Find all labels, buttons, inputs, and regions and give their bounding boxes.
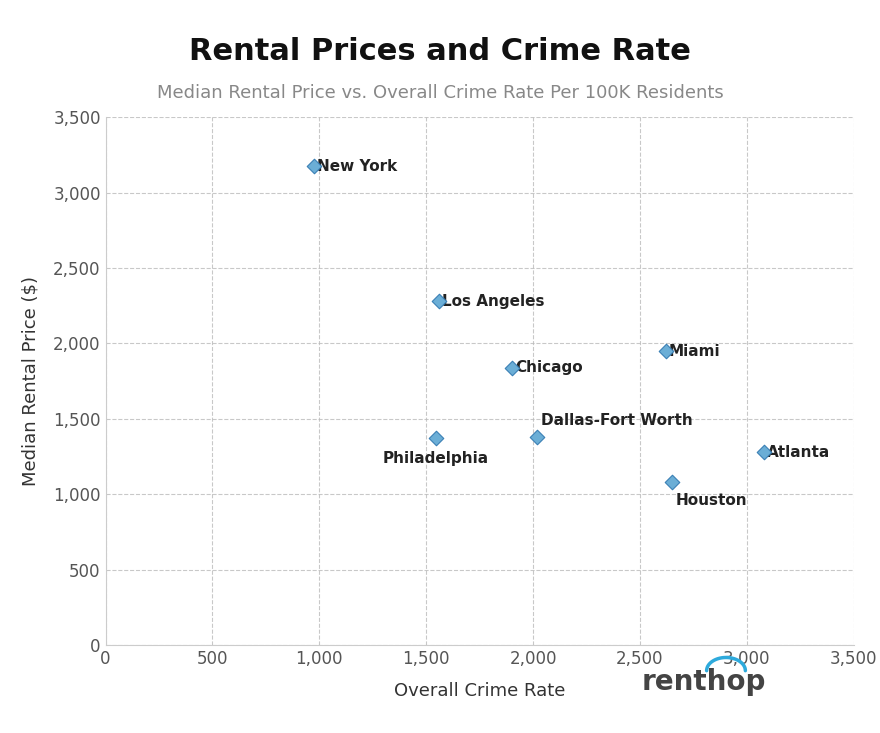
Point — [432, 295, 446, 307]
Text: Atlanta: Atlanta — [767, 444, 831, 460]
Text: Philadelphia: Philadelphia — [383, 451, 489, 465]
Point — [665, 476, 679, 488]
Text: Dallas-Fort Worth: Dallas-Fort Worth — [540, 413, 693, 428]
Text: Miami: Miami — [669, 344, 721, 358]
Text: Houston: Houston — [675, 493, 747, 508]
Text: Los Angeles: Los Angeles — [443, 294, 545, 309]
Point — [658, 345, 672, 357]
Y-axis label: Median Rental Price ($): Median Rental Price ($) — [21, 276, 40, 486]
Point — [531, 431, 545, 443]
X-axis label: Overall Crime Rate: Overall Crime Rate — [394, 682, 565, 700]
Point — [757, 446, 771, 458]
Point — [307, 161, 321, 172]
Point — [504, 361, 518, 373]
Text: Chicago: Chicago — [515, 360, 583, 375]
Text: New York: New York — [317, 159, 398, 174]
Text: Median Rental Price vs. Overall Crime Rate Per 100K Residents: Median Rental Price vs. Overall Crime Ra… — [157, 84, 723, 103]
Text: Rental Prices and Crime Rate: Rental Prices and Crime Rate — [189, 37, 691, 66]
Point — [429, 432, 443, 444]
Text: renthop: renthop — [642, 668, 766, 696]
